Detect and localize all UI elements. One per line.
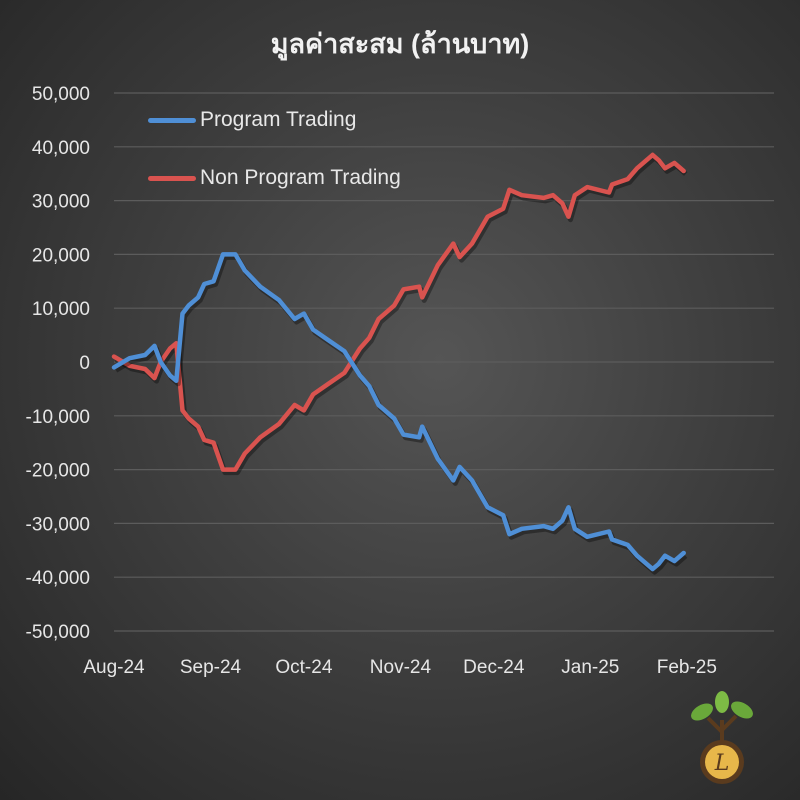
chart-title: มูลค่าสะสม (ล้านบาท) [270, 29, 530, 59]
x-tick-label: Aug-24 [83, 657, 145, 678]
y-tick-label: 40,000 [32, 138, 90, 159]
legend-label: Program Trading [200, 108, 357, 131]
y-tick-label: -10,000 [26, 407, 90, 428]
y-tick-label: 30,000 [32, 192, 90, 213]
y-tick-label: 20,000 [32, 245, 90, 266]
legend-item-program-trading: Program Trading [148, 108, 356, 132]
legend-swatch-red [148, 175, 196, 181]
x-tick-label: Oct-24 [275, 657, 332, 678]
y-tick-label: 0 [79, 353, 90, 374]
x-tick-label: Feb-25 [657, 657, 717, 678]
x-tick-label: Nov-24 [370, 657, 432, 678]
legend-item-non-program-trading: Non Program Trading [148, 166, 401, 190]
y-tick-label: -40,000 [26, 568, 90, 589]
y-tick-label: 50,000 [32, 84, 90, 105]
legend-swatch-blue [148, 117, 196, 123]
svg-text:L: L [714, 751, 730, 776]
y-tick-label: 10,000 [32, 299, 90, 320]
series-line-program-trading [111, 252, 686, 572]
legend-label: Non Program Trading [200, 166, 401, 189]
x-tick-label: Sep-24 [180, 657, 242, 678]
logo-tree-coin-icon: L [691, 691, 753, 784]
y-tick-label: -50,000 [26, 622, 90, 643]
series-line-non-program-trading [111, 152, 686, 472]
y-tick-label: -30,000 [26, 514, 90, 535]
x-tick-label: Jan-25 [561, 657, 619, 678]
y-tick-label: -20,000 [26, 461, 90, 482]
x-tick-label: Dec-24 [463, 657, 525, 678]
